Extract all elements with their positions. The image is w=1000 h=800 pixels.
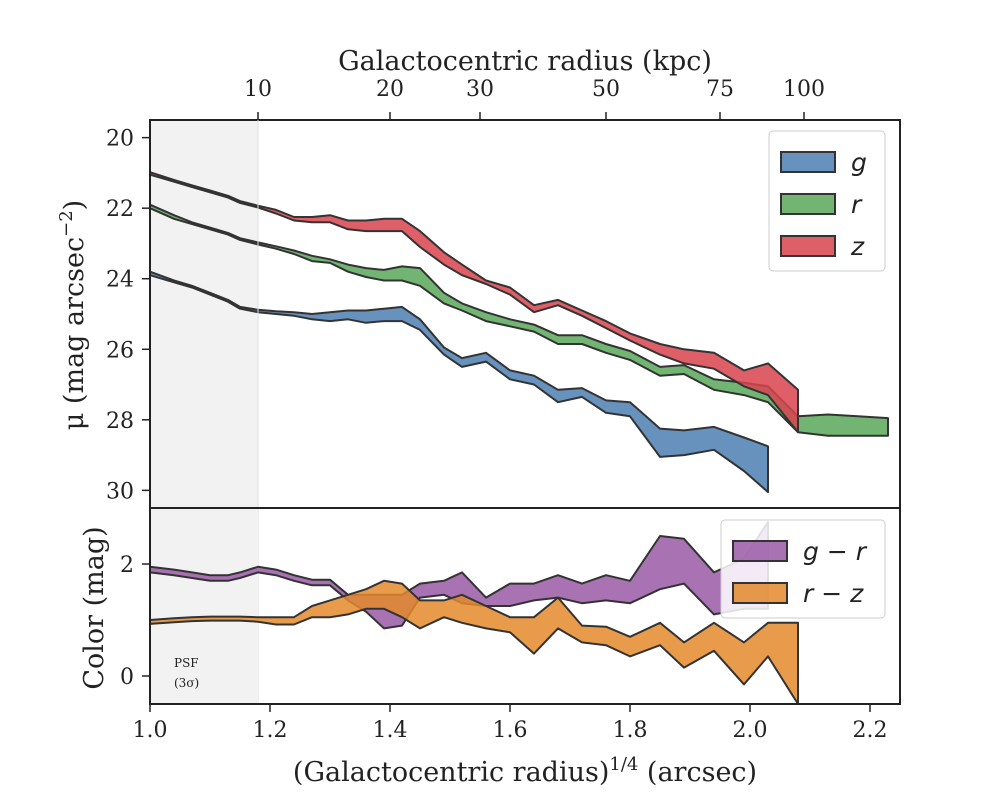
top-tick-label: 10 (244, 77, 272, 102)
upper-y-label-exp: −2 (56, 210, 77, 237)
legend-label-z: z (850, 232, 865, 261)
bottom-x-axis-label: (Galactocentric radius)1/4 (arcsec) (293, 754, 757, 788)
lower-panel-frame (149, 507, 901, 705)
top-tick-label: 30 (466, 77, 494, 102)
y-tick-label: 28 (106, 409, 134, 434)
top-tick-label: 50 (592, 77, 620, 102)
x-tick-label: 1.6 (493, 718, 528, 743)
psf-label-line2: (3σ) (174, 676, 199, 690)
x-tick-label: 1.0 (133, 718, 168, 743)
band-z (149, 171, 799, 434)
upper-y-label-main: μ (mag arcsec (59, 237, 90, 430)
x-tick-label: 1.4 (373, 718, 408, 743)
upper-y-axis-ticks: 20 22 24 26 28 30 (106, 127, 150, 504)
psf-region-upper (150, 120, 258, 508)
x-tick-label: 1.2 (253, 718, 288, 743)
band-g (149, 270, 769, 494)
legend-swatch-z (780, 235, 836, 257)
top-tick-label: 100 (783, 77, 825, 102)
bottom-x-label-unit: (arcsec) (638, 757, 757, 788)
y-tick-label: 30 (106, 479, 134, 504)
y-tick-label: 24 (106, 268, 134, 293)
y-tick-label: 22 (106, 197, 134, 222)
lower-y-axis-label: Color (mag) (79, 526, 110, 689)
legend-label-r_z: r − z (803, 579, 864, 608)
psf-region-lower (150, 508, 258, 704)
upper-legend: grz (768, 130, 886, 272)
legend-label-g_r: g − r (803, 537, 868, 566)
legend-swatch-g (780, 151, 836, 173)
y-tick-label: 2 (120, 553, 134, 578)
top-tick-label: 75 (706, 77, 734, 102)
y-tick-label: 20 (106, 127, 134, 152)
legend-swatch-r_z (732, 582, 788, 604)
upper-y-axis-label: μ (mag arcsec−2) (56, 200, 90, 430)
color-panel: 02 1.0 1.2 1.4 1.6 1.8 2.0 2.2 g − rr − z PSF … (120, 507, 901, 743)
top-x-axis-ticks: 10 20 30 50 75 100 (244, 77, 825, 120)
y-tick-label: 26 (106, 338, 134, 363)
bottom-x-label-base: (Galactocentric radius) (293, 757, 609, 788)
top-tick-label: 20 (376, 77, 404, 102)
legend-label-r: r (851, 190, 863, 219)
legend-swatch-r (780, 193, 836, 215)
legend-swatch-g_r (732, 540, 788, 562)
magnitude-bands (149, 171, 889, 494)
bottom-x-axis-ticks: 1.0 1.2 1.4 1.6 1.8 2.0 2.2 (133, 704, 888, 743)
legend-label-g: g (851, 148, 867, 177)
upper-y-label-close: ) (59, 200, 90, 211)
psf-label-line1: PSF (174, 656, 199, 670)
top-x-axis-label: Galactocentric radius (kpc) (338, 46, 712, 77)
bottom-x-label-exp: 1/4 (609, 754, 638, 775)
x-tick-label: 1.8 (613, 718, 648, 743)
lower-legend: g − r r − z (720, 519, 886, 619)
lower-y-axis-ticks: 02 (120, 553, 150, 690)
x-tick-label: 2.0 (733, 718, 768, 743)
band-r (149, 203, 889, 437)
x-tick-label: 2.2 (853, 718, 888, 743)
y-tick-label: 0 (120, 665, 134, 690)
